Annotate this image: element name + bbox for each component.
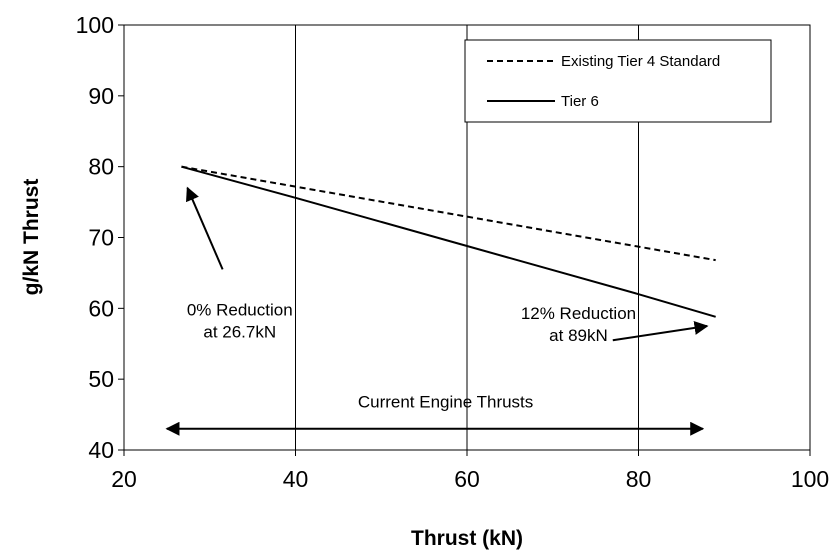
- legend-label-existing-tier-4: Existing Tier 4 Standard: [561, 53, 720, 70]
- series-line-1: [181, 165, 716, 318]
- x-tick-label-60: 60: [454, 466, 480, 492]
- legend-label-tier-6: Tier 6: [561, 93, 599, 110]
- y-axis-title: g/kN Thrust: [20, 179, 43, 296]
- x-axis-title: Thrust (kN): [411, 527, 523, 550]
- annotation-text-0: 0% Reduction at 26.7kN: [187, 300, 293, 341]
- y-tick-label-60: 60: [88, 295, 114, 321]
- annotation-text-2: Current Engine Thrusts: [358, 393, 533, 412]
- axes: 40 50 60 70 80 90 100 20 40 60 80 100: [76, 12, 830, 492]
- annotation-line-1-1: at 89kN: [549, 326, 608, 345]
- y-tick-label-100: 100: [76, 12, 114, 38]
- series-line-0: [181, 165, 716, 262]
- y-tick-label-70: 70: [88, 225, 114, 251]
- annotations: 0% Reduction at 26.7kN 12% Reduction at 89k…: [165, 186, 709, 436]
- annotation-line-1-0: 12% Reduction: [521, 304, 636, 323]
- x-tick-label-20: 20: [111, 466, 137, 492]
- annotation-arrow-1: [612, 320, 709, 342]
- y-tick-label-40: 40: [88, 437, 114, 463]
- x-tick-label-100: 100: [791, 466, 829, 492]
- series-layer: [181, 165, 716, 318]
- x-tick-label-40: 40: [283, 466, 309, 492]
- x-tick-label-80: 80: [626, 466, 652, 492]
- y-tick-label-80: 80: [88, 154, 114, 180]
- annotation-line-0-0: 0% Reduction: [187, 300, 293, 319]
- annotation-text-1: 12% Reduction at 89kN: [521, 304, 636, 345]
- y-tick-label-50: 50: [88, 366, 114, 392]
- legend: Existing Tier 4 Standard Tier 6: [464, 39, 772, 123]
- legend-box: [464, 39, 772, 123]
- annotation-line-0-1: at 26.7kN: [203, 322, 276, 341]
- annotation-arrow-0: [186, 186, 224, 270]
- y-tick-label-90: 90: [88, 83, 114, 109]
- annotation-line-2-0: Current Engine Thrusts: [358, 393, 533, 412]
